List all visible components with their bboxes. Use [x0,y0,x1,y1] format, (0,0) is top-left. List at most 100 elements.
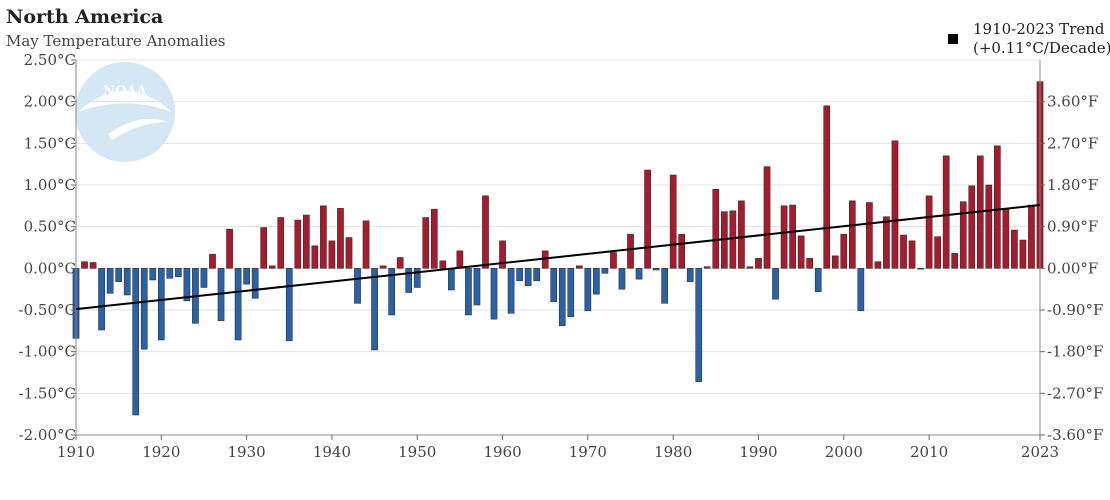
bar-1975 [627,233,634,269]
bar-2011 [934,236,941,269]
x-tick-label: 1910 [57,443,95,461]
bar-1966 [550,268,558,302]
y-tick-label-left: 1.00°C [24,176,76,194]
bar-1915 [115,268,122,282]
legend-label-line2: (+0.11°C/Decade) [973,39,1110,57]
y-tick-label-left: -1.50°C [19,384,76,402]
bar-1995 [797,235,805,269]
bar-1951 [422,217,430,269]
bar-1930 [243,268,250,285]
bar-1993 [780,205,788,269]
bar-1948 [396,257,404,269]
bar-1917 [132,268,140,416]
legend-swatch-trend [948,34,958,44]
bar-1955 [456,250,464,269]
bar-1934 [277,217,285,269]
bar-1988 [738,200,745,269]
trend-line-group [75,204,1041,311]
bar-1967 [558,268,566,327]
bar-1974 [618,268,626,290]
y-tick-label-right: -2.70°F [1047,384,1103,402]
bar-2019 [1002,208,1010,269]
y-tick-label-left: 1.50°C [24,134,76,152]
bar-1933 [268,265,276,269]
bar-2002 [857,268,865,312]
bar-1959 [490,268,498,320]
bar-1942 [345,237,353,269]
bar-1952 [430,208,438,269]
y-tick-label-right: -3.60°F [1047,426,1103,444]
bar-2012 [942,155,950,269]
bar-2000 [840,233,848,269]
y-tick-label-right: 3.60°F [1047,93,1098,111]
bar-1912 [89,262,97,269]
bar-1992 [772,268,779,300]
bar-1936 [294,219,302,269]
x-tick-label: 1990 [739,443,777,461]
bar-1985 [712,188,720,269]
bar-1991 [763,166,771,269]
y-tick-label-left: -0.50°C [19,301,76,319]
y-tick-label-left: 0.50°C [24,218,76,236]
bar-1964 [533,268,540,282]
bar-1937 [303,214,310,269]
bar-1956 [465,268,472,316]
bar-2008 [908,240,916,269]
bar-1947 [388,268,395,316]
bar-1973 [610,252,617,269]
y-tick-label-right: -0.90°F [1047,301,1103,319]
bar-1971 [593,268,600,295]
bar-2018 [994,145,1001,269]
y-tick-label-left: -2.00°C [19,426,76,444]
bar-1963 [524,268,532,287]
bar-1972 [601,268,609,274]
bar-1926 [209,253,216,269]
bar-2015 [968,185,976,269]
bar-1997 [814,268,822,292]
y-tick-label-right: -1.80°F [1047,343,1103,361]
bar-1921 [166,268,174,279]
chart-title: North America [6,6,164,28]
grid-lines [76,59,1040,436]
x-tick-label: 1980 [654,443,692,461]
bar-1925 [200,268,208,288]
bar-2013 [951,253,959,269]
bar-1962 [516,268,523,282]
bar-1990 [755,258,762,269]
bar-1994 [789,204,796,269]
bar-1957 [473,268,481,306]
bar-1920 [157,268,165,341]
x-tick-label: 2000 [825,443,863,461]
bar-1940 [328,240,336,269]
legend-label: 1910-2023 Trend (+0.11°C/Decade) [973,20,1110,58]
x-tick-label: 1960 [483,443,521,461]
bar-1989 [746,266,754,269]
x-tick-label: 1920 [142,443,180,461]
bar-1977 [644,169,651,269]
y-tick-label-left: 0.00°C [24,259,76,277]
bar-2004 [874,261,882,269]
bar-1976 [635,268,643,280]
legend: 1910-2023 Trend (+0.11°C/Decade) [946,18,1110,64]
bar-1911 [81,261,88,269]
bar-1944 [362,220,370,269]
bar-1961 [507,268,515,314]
bar-1987 [729,210,737,269]
bar-2003 [866,202,873,269]
bar-2021 [1019,239,1027,269]
bar-1983 [695,268,703,382]
bar-1960 [499,240,506,269]
bar-1984 [703,266,711,269]
bar-1914 [106,268,114,294]
noaa-logo: NOAA [75,62,175,162]
bar-1939 [320,205,327,269]
bar-2001 [848,200,856,269]
bar-1943 [354,268,361,304]
bar-1938 [311,245,319,269]
bar-1981 [678,233,686,269]
bar-1931 [251,268,259,299]
bar-1919 [149,268,157,281]
bar-1982 [686,268,694,282]
bar-1969 [576,265,583,269]
